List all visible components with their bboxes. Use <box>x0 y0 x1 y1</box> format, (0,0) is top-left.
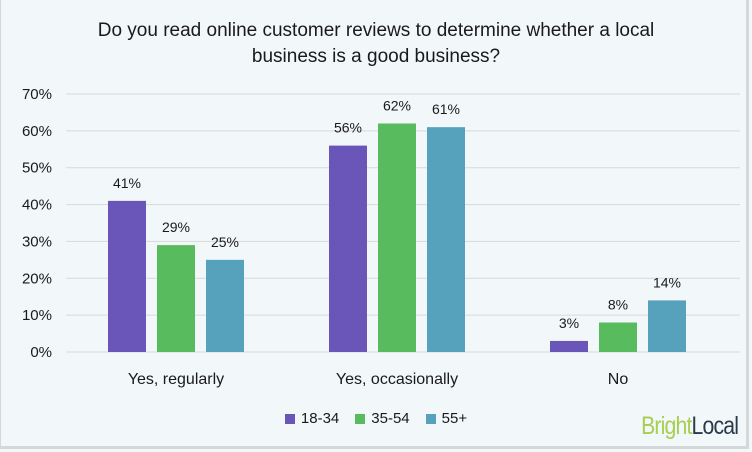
y-tick-label: 50% <box>22 160 52 177</box>
bar <box>550 340 588 352</box>
y-tick-label: 10% <box>22 307 52 324</box>
legend-label: 35-54 <box>371 410 410 427</box>
legend-swatch <box>355 413 366 424</box>
title-line-2: business is a good business? <box>251 46 501 67</box>
x-tick-label: No <box>608 371 629 388</box>
data-label: 14% <box>653 274 681 290</box>
brightlocal-logo: BrightLocal <box>641 412 739 440</box>
legend-item: 55+ <box>425 410 468 427</box>
legend: 18-34 35-54 55+ <box>0 410 752 427</box>
bar <box>427 127 465 353</box>
legend-swatch <box>425 413 436 424</box>
bar <box>206 259 244 352</box>
bar <box>108 200 146 352</box>
data-label: 8% <box>608 297 628 313</box>
legend-item: 18-34 <box>284 410 340 427</box>
data-label: 62% <box>383 97 411 113</box>
y-tick-label: 30% <box>22 233 52 250</box>
bar <box>648 300 686 352</box>
y-tick-label: 40% <box>22 197 52 214</box>
data-label: 61% <box>432 101 460 117</box>
legend-label: 18-34 <box>300 410 340 427</box>
legend-label: 55+ <box>441 410 468 427</box>
data-label: 41% <box>113 175 141 191</box>
y-tick-label: 20% <box>22 270 52 287</box>
data-label: 56% <box>334 120 362 136</box>
bar <box>157 245 195 352</box>
bar <box>599 322 637 352</box>
bar <box>378 123 416 352</box>
data-label: 29% <box>162 219 190 235</box>
y-tick-label: 60% <box>22 123 52 140</box>
title-line-1: Do you read online customer reviews to d… <box>97 20 655 41</box>
x-tick-label: Yes, regularly <box>128 371 224 388</box>
chart-title: Do you read online customer reviews to d… <box>0 18 752 70</box>
legend-item: 35-54 <box>355 410 410 427</box>
data-label: 25% <box>211 234 239 250</box>
y-tick-label: 0% <box>30 344 52 361</box>
data-label: 3% <box>559 315 579 331</box>
x-tick-label: Yes, occasionally <box>336 371 458 388</box>
y-tick-label: 70% <box>22 86 52 103</box>
legend-swatch <box>284 413 295 424</box>
bar <box>329 145 367 352</box>
